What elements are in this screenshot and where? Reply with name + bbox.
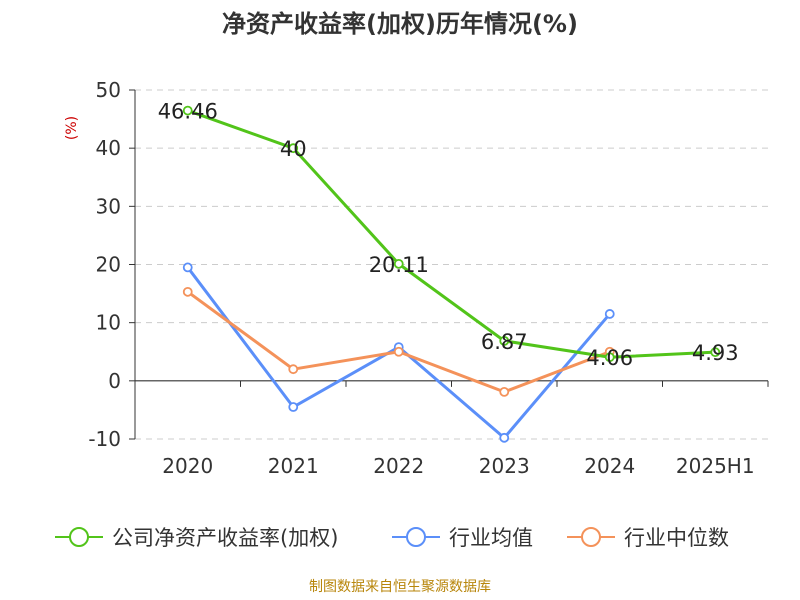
data-label: 20.11 [369,253,429,277]
x-tick-label: 2024 [584,454,635,478]
data-point [604,352,615,363]
data-point [393,258,404,269]
data-label: 4.06 [586,346,633,370]
legend-label: 公司净资产收益率(加权) [112,526,338,550]
x-tick-label: 2020 [162,454,213,478]
y-tick-label: 40 [96,136,121,160]
legend: 公司净资产收益率(加权) 行业均值 行业中位数 [55,526,729,550]
y-tick-label: 10 [96,311,121,335]
y-tick-label: 20 [96,253,121,277]
data-point [604,309,615,319]
chart-title: 净资产收益率(加权)历年情况(%) [222,10,578,38]
series-1: 46.46 40 20.11 6.87 4.06 4.93 [158,100,739,371]
y-axis-unit-label: (%) [64,116,80,140]
legend-marker [406,527,426,547]
legend-item-1: 公司净资产收益率(加权) [55,526,338,550]
data-point [182,105,193,116]
legend-label: 行业中位数 [624,526,729,550]
y-tick-label: 50 [96,78,121,102]
legend-item-2: 行业均值 [392,526,533,550]
data-label: 40 [280,137,307,161]
x-tick-label: 2022 [373,454,424,478]
series-layer: 46.46 40 20.11 6.87 4.06 4.93 [158,100,739,443]
series-line [186,290,611,394]
data-point [499,335,510,346]
data-point [499,432,510,443]
series-3 [182,286,615,397]
legend-item-3: 行业中位数 [567,526,729,550]
data-point [288,364,299,375]
source-footer: 制图数据来自恒生聚源数据库 [309,579,491,595]
data-label: 6.87 [481,330,528,354]
y-tick-label: 0 [108,369,121,393]
series-line [187,109,716,359]
data-point [710,347,721,358]
data-label: 4.93 [692,341,739,365]
y-tick-label: -10 [88,427,121,451]
data-label: 46.46 [158,100,218,124]
x-tick-label: 2025H1 [676,454,755,478]
data-point [288,402,299,412]
data-point [288,143,299,154]
x-tick-label: 2023 [479,454,530,478]
data-point [499,386,510,397]
data-point [182,262,193,273]
axes: -10 0 10 20 30 40 50 2020 2021 2022 2023 2024 2025H1 [88,78,769,478]
x-tick-label: 2021 [268,454,319,478]
data-point [182,286,193,297]
legend-marker [69,527,89,547]
data-point [393,346,404,357]
legend-label: 行业均值 [449,526,533,550]
legend-marker [581,527,601,547]
y-tick-label: 30 [96,194,121,218]
